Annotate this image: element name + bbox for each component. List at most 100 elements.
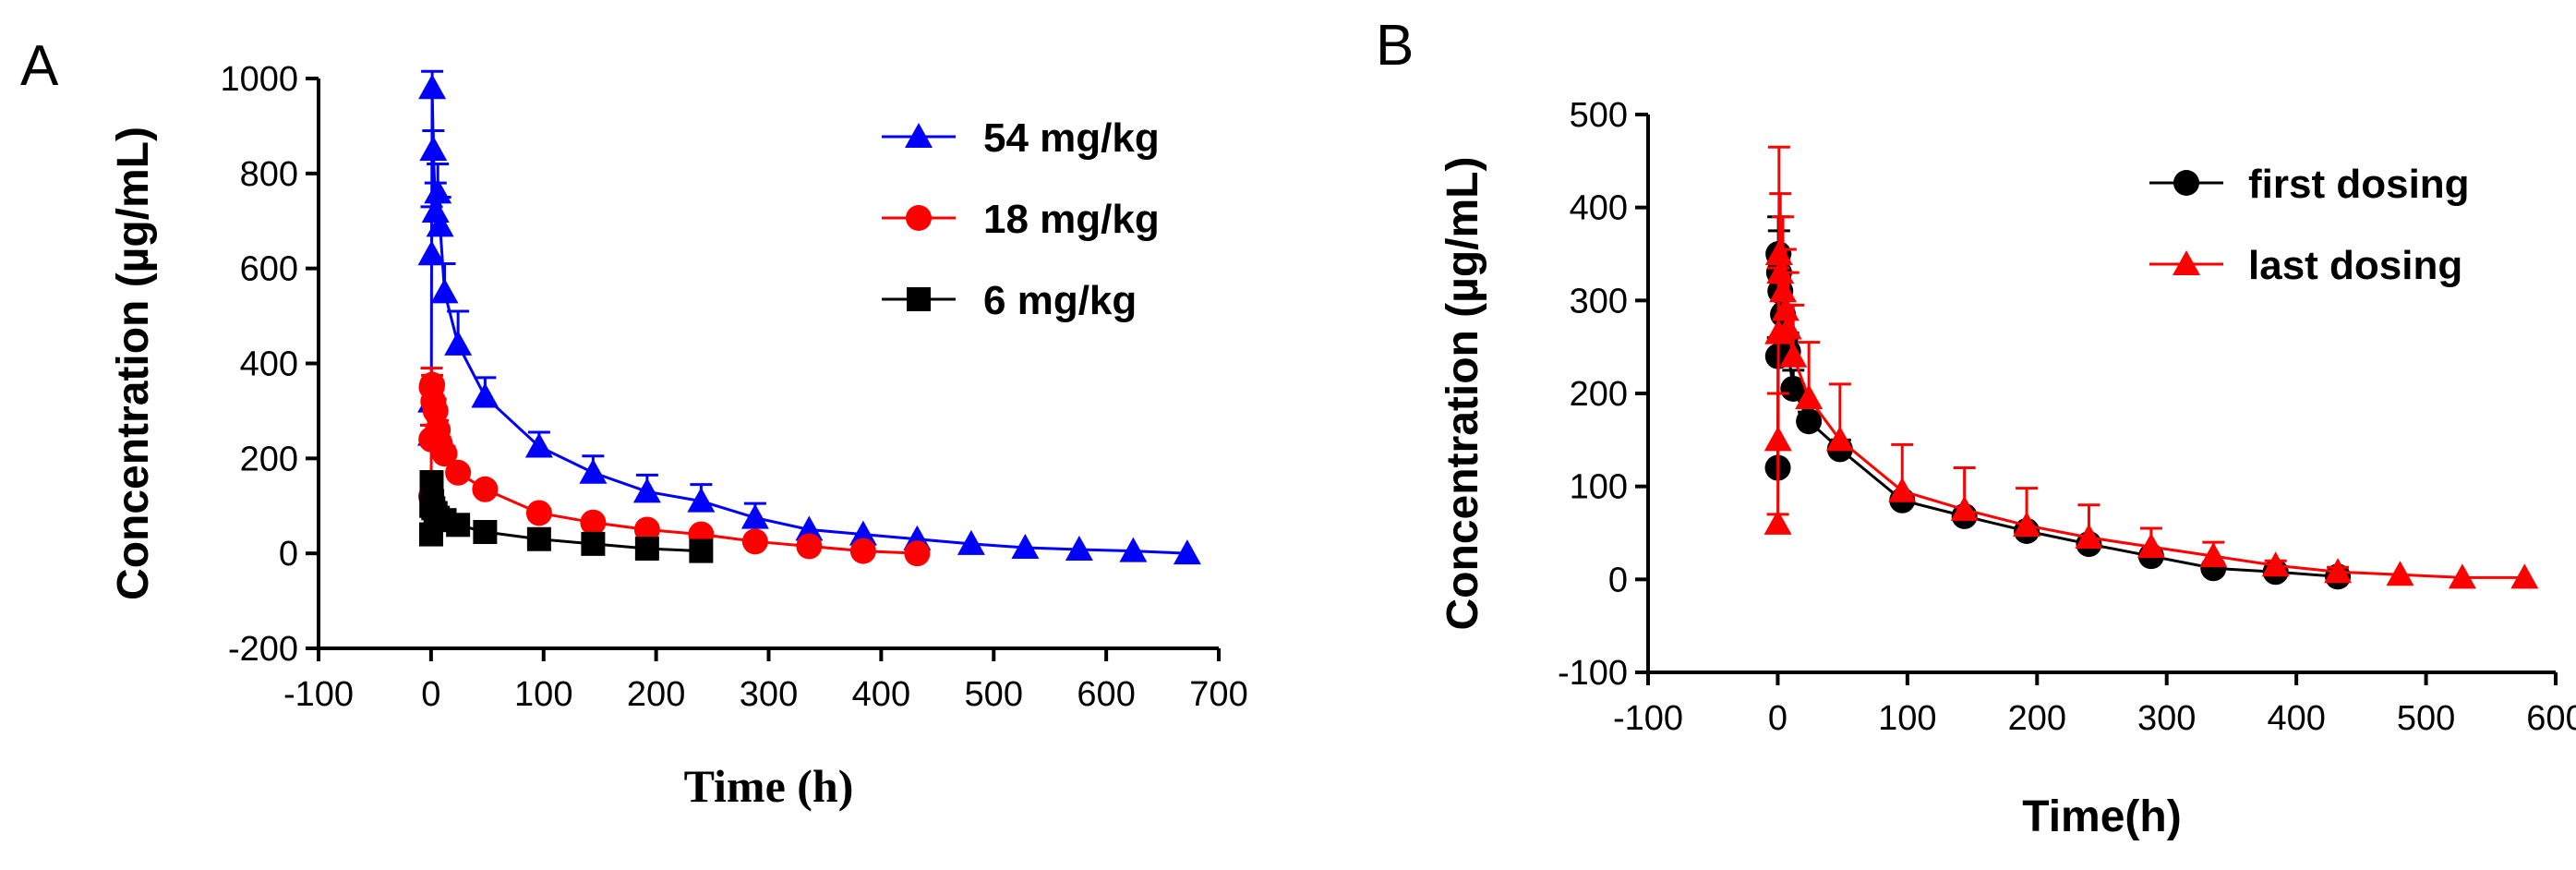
panel-a-series-54-mg-kg-point — [419, 136, 448, 162]
panel-letter-b: B — [1376, 14, 1414, 78]
panel-a-series-54-mg-kg-point — [1065, 536, 1093, 562]
panel-b-series-last-dosing-point — [1825, 426, 1854, 452]
panel-a-series-54-mg-kg-point — [444, 330, 473, 356]
panel-a-series-54-mg-kg-point — [418, 74, 447, 100]
panel-b-series-last-dosing-point — [1888, 477, 1917, 502]
panel-a-series-6-mg-kg-point — [446, 513, 471, 538]
panel-a-series-18-mg-kg — [417, 367, 931, 567]
panel-b-series-last-dosing-point — [2075, 524, 2103, 550]
panel-a-series-54-mg-kg-point — [417, 240, 446, 266]
panel-a-series-6-mg-kg-point — [581, 531, 606, 556]
panel-b-series-first-dosing-point — [1780, 375, 1807, 402]
panel-a-series-18-mg-kg-point — [445, 459, 472, 486]
panel-a-series-54-mg-kg-point — [632, 477, 661, 503]
panel-b-series-last-dosing-point — [2199, 542, 2228, 568]
panel-b-x-tick-label: 500 — [2397, 699, 2455, 738]
panel-b-legend-item-first-dosing-marker — [2173, 170, 2199, 196]
panel-b-legend-item-last-dosing-label: last dosing — [2248, 243, 2462, 288]
panel-a-y-tick-label: 400 — [240, 345, 298, 384]
panel-b-series-last-dosing-point — [1764, 240, 1793, 265]
panel-a-series-54-mg-kg-point — [795, 515, 824, 541]
panel-b-series-last-dosing-point — [1774, 314, 1802, 340]
panel-a-x-tick-label: 600 — [1077, 675, 1135, 714]
panel-a-series-18-mg-kg-point — [849, 538, 876, 564]
panel-a-legend-item-18-mg-kg-label: 18 mg/kg — [983, 197, 1160, 242]
panel-b-y-axis-title: Concentration (µg/mL) — [1438, 157, 1487, 631]
panel-b-series-last-dosing-point — [1763, 426, 1792, 452]
panel-a-y-tick-label: 800 — [240, 155, 298, 194]
panel-b-series-last-dosing-point — [1950, 495, 1979, 521]
panel-b-series-last-dosing-point — [1771, 296, 1800, 321]
panel-a-series-6-mg-kg-point — [634, 537, 659, 562]
panel-b-y-tick-label: 500 — [1570, 96, 1628, 135]
panel-a-y-tick-label: 200 — [240, 440, 298, 478]
chart-panel-b: -100 0 100 200 300 400 500 -100 0 100 200 300 400 500… — [1438, 96, 2576, 841]
panel-b-series-last-dosing-point — [2386, 561, 2414, 586]
panel-a-series-54-mg-kg-point — [849, 520, 877, 546]
panel-b-legend-item-last-dosing-marker — [2173, 250, 2200, 275]
panel-a-series-6-mg-kg-point — [689, 538, 714, 563]
panel-a-x-tick-label: 0 — [421, 675, 440, 714]
panel-b-series-last-dosing — [1763, 145, 2539, 589]
panel-a-x-axis-title: Time (h) — [684, 760, 854, 812]
panel-a-x-tick-label: -100 — [283, 675, 354, 714]
panel-a-x-tick-label: 500 — [965, 675, 1023, 714]
panel-b-series-last-dosing-point — [1763, 509, 1792, 535]
panel-a-series-54-mg-kg-point — [430, 278, 459, 304]
panel-b-x-tick-label: 0 — [1768, 699, 1788, 738]
panel-a-series-18-mg-kg-point — [422, 397, 449, 424]
panel-a-y-tick-label: -200 — [228, 630, 298, 669]
panel-b-series-last-dosing-point — [2448, 563, 2476, 589]
panel-letter-a: A — [20, 34, 59, 98]
chart-panel-a: -200 0 200 400 600 800 1000 -100 0 100 200 300 400 50… — [109, 60, 1248, 812]
panel-b-series-last-dosing-point — [2261, 551, 2290, 577]
panel-a-x-tick-label: 400 — [852, 675, 910, 714]
panel-a-legend-item-6-mg-kg-label: 6 mg/kg — [983, 278, 1137, 323]
panel-a-legend-item-18-mg-kg-marker — [906, 205, 932, 231]
panel-b-legend: first dosing last dosing — [2149, 162, 2470, 288]
panel-b-y-tick-label: 300 — [1570, 282, 1628, 320]
panel-a-series-18-mg-kg-point — [472, 476, 499, 502]
panel-b-x-tick-label: 200 — [2008, 699, 2066, 738]
panel-a-series-54-mg-kg-point — [1173, 539, 1201, 565]
panel-a-series-54-mg-kg-point — [471, 382, 500, 408]
panel-a-x-tick-label: 200 — [627, 675, 685, 714]
panel-a-legend-item-54-mg-kg-marker — [905, 123, 933, 148]
panel-a-series-54-mg-kg-point — [740, 503, 769, 529]
panel-a-series-54-mg-kg-point — [426, 211, 454, 237]
panel-b-y-tick-label: 0 — [1608, 561, 1628, 599]
panel-a-series-54-mg-kg-point — [579, 458, 608, 484]
panel-b-series-last-dosing-point — [2324, 558, 2353, 584]
panel-b-x-tick-label: 400 — [2267, 699, 2325, 738]
panel-b-legend-item-first-dosing-label: first dosing — [2248, 162, 2470, 207]
panel-b-y-tick-label: 400 — [1570, 189, 1628, 228]
panel-b-y-tick-label: -100 — [1558, 654, 1628, 693]
panel-a-series-54-mg-kg-point — [957, 529, 985, 555]
panel-a-series-54-mg-kg-point — [524, 432, 553, 458]
panel-a-series-6-mg-kg — [418, 470, 714, 563]
panel-a-series-18-mg-kg-point — [741, 528, 768, 555]
panel-b-x-tick-label: 300 — [2137, 699, 2196, 738]
panel-a-x-tick-label: 100 — [514, 675, 572, 714]
panel-a-series-54-mg-kg-point — [1011, 533, 1040, 559]
panel-a-y-tick-label: 600 — [240, 250, 298, 289]
panel-a-series-18-mg-kg-line — [429, 384, 918, 555]
panel-b-series-last-dosing-point — [2137, 533, 2165, 559]
panel-a-series-6-mg-kg-point — [473, 520, 498, 545]
panel-a-series-18-mg-kg-point — [580, 509, 607, 536]
panel-b-x-tick-label: 600 — [2526, 699, 2576, 738]
panel-b-y-tick-label: 100 — [1570, 468, 1628, 507]
panel-a-y-axis-title: Concentration (µg/mL) — [109, 127, 158, 600]
panel-b-series-first-dosing-point — [1796, 408, 1823, 435]
panel-b-series-last-dosing-point — [2013, 511, 2041, 537]
panel-a-series-54-mg-kg-point — [424, 178, 452, 204]
panel-a-y-tick-label: 1000 — [220, 60, 298, 99]
panel-a-series-18-mg-kg-point — [633, 516, 660, 543]
panel-b-series-first-dosing-line — [1776, 253, 2339, 578]
panel-b-series-last-dosing-point — [1779, 342, 1808, 368]
panel-b-x-axis-title: Time(h) — [2022, 792, 2181, 841]
panel-a-x-tick-label: 300 — [740, 675, 798, 714]
panel-a-x-tick-label: 700 — [1189, 675, 1247, 714]
panel-a-series-6-mg-kg-point — [526, 526, 551, 551]
